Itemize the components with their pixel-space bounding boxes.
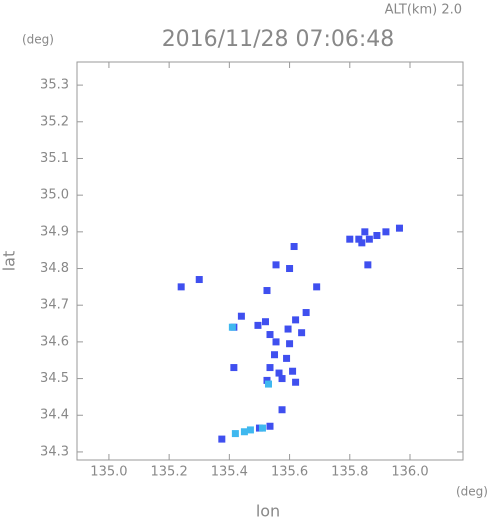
echo-point — [272, 261, 280, 269]
echo-point — [298, 329, 306, 337]
x-axis-label: lon — [256, 502, 280, 521]
echo-point — [292, 316, 300, 324]
echo-point — [263, 376, 271, 384]
echo-point — [365, 235, 373, 243]
echo-point — [266, 422, 274, 430]
echo-point — [246, 426, 254, 434]
echo-point — [289, 367, 297, 375]
echo-point — [286, 340, 294, 348]
y-tick-label: 34.7 — [40, 298, 69, 313]
echo-point — [361, 228, 369, 236]
echo-point — [290, 243, 298, 251]
echo-point — [266, 331, 274, 339]
y-tick-label: 34.6 — [40, 334, 69, 349]
y-tick-label: 34.5 — [40, 371, 69, 386]
echo-point — [264, 380, 272, 388]
y-tick-label: 34.3 — [40, 444, 69, 459]
y-tick-label: 34.8 — [40, 261, 69, 276]
echo-point — [231, 430, 239, 438]
echo-point — [278, 406, 286, 414]
echo-point — [240, 428, 248, 436]
echo-point — [284, 325, 292, 333]
echo-point — [272, 338, 280, 346]
x-tick-label: 135.0 — [90, 465, 127, 480]
echo-point — [237, 312, 245, 320]
echo-point — [275, 369, 283, 377]
y-tick-label: 35.0 — [40, 188, 69, 203]
echo-point — [355, 235, 363, 243]
echo-point — [254, 321, 262, 329]
y-unit: (deg) — [22, 33, 54, 47]
x-tick-label: 135.4 — [211, 465, 248, 480]
y-tick-label: 35.2 — [40, 114, 69, 129]
echo-point — [364, 261, 372, 269]
echo-point — [373, 232, 381, 240]
chart-title: 2016/11/28 07:06:48 — [162, 27, 395, 52]
altitude-label: ALT(km) 2.0 — [385, 3, 462, 18]
x-tick-label: 135.2 — [151, 465, 188, 480]
y-tick-label: 35.3 — [40, 78, 69, 93]
echo-point — [271, 351, 279, 359]
echo-point — [395, 224, 403, 232]
echo-point — [263, 287, 271, 295]
echo-point — [313, 283, 321, 291]
echo-point — [382, 228, 390, 236]
y-tick-label: 34.4 — [40, 408, 69, 423]
x-tick-label: 135.8 — [331, 465, 368, 480]
echo-point — [278, 375, 286, 383]
echo-point — [346, 235, 354, 243]
x-tick-label: 135.6 — [271, 465, 308, 480]
x-unit: (deg) — [456, 485, 488, 499]
echo-point — [302, 309, 310, 317]
y-axis-label: lat — [0, 251, 19, 272]
y-tick-label: 35.1 — [40, 151, 69, 166]
echo-point — [266, 364, 274, 372]
echo-point — [177, 283, 185, 291]
echo-point — [261, 318, 269, 326]
echo-point — [292, 378, 300, 386]
echo-point — [283, 354, 291, 362]
echo-point — [228, 323, 236, 331]
y-tick-label: 34.9 — [40, 224, 69, 239]
echo-point — [195, 276, 203, 284]
echo-point — [258, 424, 266, 432]
echo-point — [286, 265, 294, 273]
echo-point — [358, 239, 366, 247]
echo-point — [230, 364, 238, 372]
echo-point — [218, 435, 226, 443]
plot-frame — [76, 61, 464, 461]
x-tick-label: 136.0 — [391, 465, 428, 480]
